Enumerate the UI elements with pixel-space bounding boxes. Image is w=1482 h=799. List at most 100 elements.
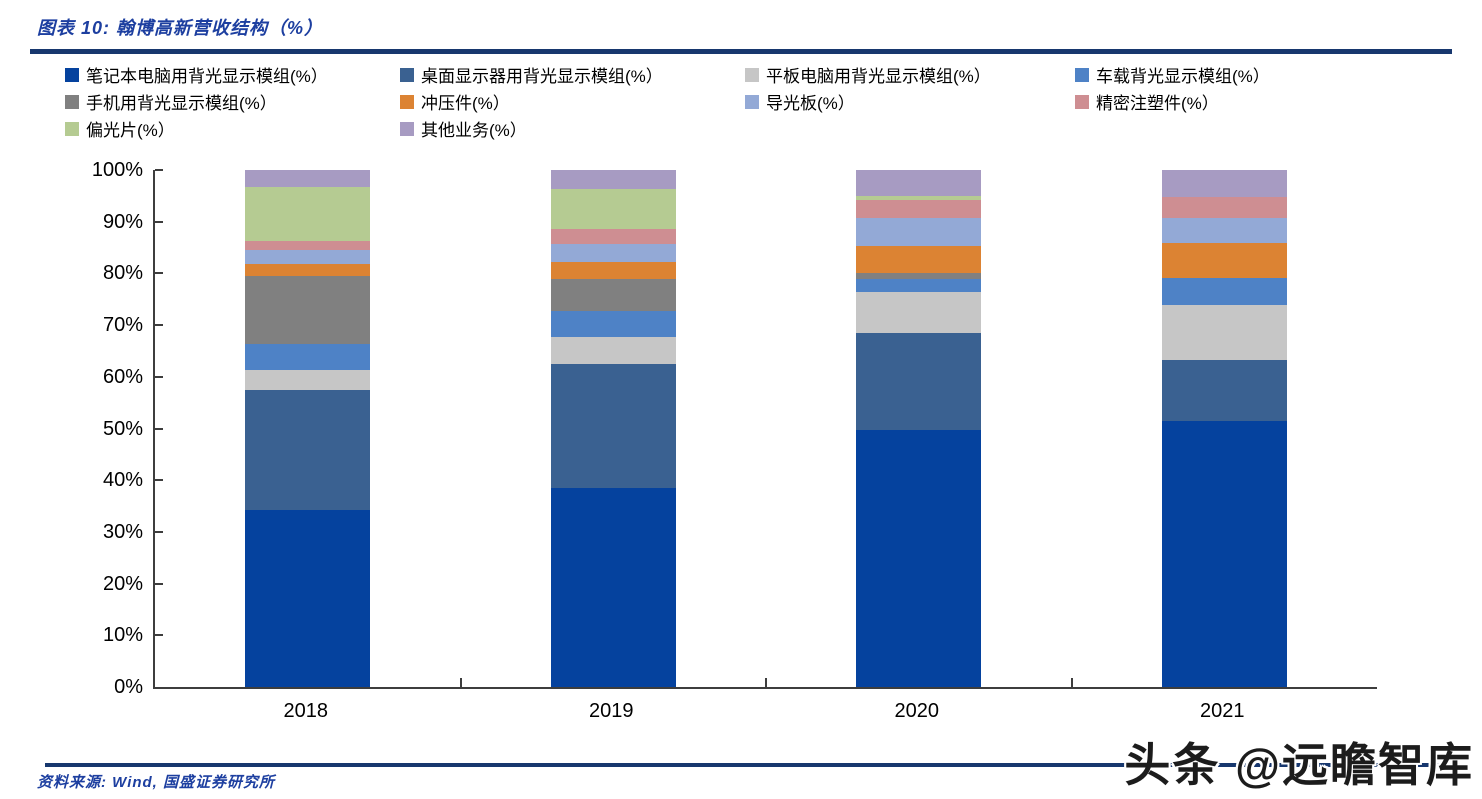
- bar-segment: [245, 240, 371, 251]
- legend-swatch-icon: [400, 67, 414, 82]
- bar-segment: [1161, 243, 1287, 278]
- x-axis-tick: [1070, 678, 1073, 687]
- bar-segment: [1161, 277, 1287, 305]
- bar-segment: [245, 369, 371, 391]
- source-note: 资料来源: Wind, 国盛证券研究所: [37, 774, 276, 791]
- footer-divider-rule: [45, 763, 1460, 767]
- legend-label: 笔记本电脑用背光显示模组(%）: [86, 67, 328, 86]
- bar-segment: [550, 336, 676, 365]
- stacked-bar-2018: [245, 170, 371, 687]
- legend-swatch-icon: [745, 94, 759, 109]
- bar-segment: [1161, 304, 1287, 360]
- bar-segment: [550, 189, 676, 230]
- bar-segment: [1161, 359, 1287, 422]
- bar-segment: [245, 275, 371, 344]
- legend-swatch-icon: [1075, 67, 1089, 82]
- legend-item: 平板电脑用背光显示模组(%）: [745, 62, 1075, 87]
- chart-legend: 笔记本电脑用背光显示模组(%） 桌面显示器用背光显示模组(%） 平板电脑用背光显示模…: [65, 61, 1465, 142]
- y-tick-label: 40%: [102, 469, 143, 492]
- legend-swatch-icon: [745, 67, 759, 82]
- bar-segment: [856, 217, 982, 247]
- bar-segment: [245, 343, 371, 370]
- y-tick-label: 50%: [102, 417, 143, 440]
- bar-segment: [550, 279, 676, 311]
- y-axis-tick: [155, 324, 163, 327]
- y-tick-label: 30%: [102, 520, 143, 543]
- y-tick-label: 0%: [114, 676, 143, 698]
- plot-area: [153, 169, 1377, 689]
- x-tick-label: 2020: [894, 700, 940, 722]
- legend-label: 车载背光显示模组(%）: [1096, 67, 1270, 86]
- legend-item: 导光板(%）: [745, 89, 1075, 114]
- legend-item: 偏光片(%）: [65, 116, 400, 141]
- legend-label: 桌面显示器用背光显示模组(%）: [421, 67, 663, 86]
- y-tick-label: 70%: [102, 314, 143, 337]
- bar-segment: [245, 390, 371, 511]
- bar-segment: [856, 200, 982, 218]
- bar-segment: [245, 510, 371, 687]
- legend-item: 车载背光显示模组(%）: [1075, 62, 1465, 87]
- watermark: 头条 @远瞻智库: [1124, 739, 1474, 791]
- bar-segment: [856, 291, 982, 334]
- stacked-bar-2021: [1161, 170, 1287, 687]
- legend-label: 平板电脑用背光显示模组(%）: [766, 67, 991, 86]
- stacked-bar-2019: [550, 170, 676, 687]
- stacked-bar-2020: [856, 170, 982, 687]
- y-axis-tick: [155, 479, 163, 482]
- bar-segment: [550, 170, 676, 190]
- y-tick-label: 80%: [102, 262, 143, 285]
- legend-label: 导光板(%）: [766, 94, 855, 113]
- legend-swatch-icon: [65, 67, 79, 82]
- bar-segment: [550, 229, 676, 244]
- y-axis-tick: [155, 582, 163, 585]
- bar-segment: [1161, 170, 1287, 198]
- bar-segment: [550, 488, 676, 687]
- bar-segment: [245, 187, 371, 241]
- legend-swatch-icon: [65, 94, 79, 109]
- bar-segment: [245, 250, 371, 264]
- bar-segment: [856, 246, 982, 274]
- y-tick-label: 100%: [91, 159, 143, 181]
- y-axis-tick: [155, 169, 163, 171]
- legend-swatch-icon: [65, 121, 79, 136]
- legend-swatch-icon: [400, 121, 414, 136]
- y-axis-tick: [155, 634, 163, 637]
- x-axis-tick: [765, 678, 767, 687]
- x-tick-label: 2018: [283, 700, 329, 722]
- y-axis-tick: [155, 220, 163, 223]
- legend-item: 笔记本电脑用背光显示模组(%）: [65, 62, 400, 87]
- x-tick-label: 2021: [1200, 700, 1245, 722]
- legend-item: 手机用背光显示模组(%）: [65, 89, 400, 114]
- bar-segment: [1161, 421, 1287, 687]
- bar-segment: [856, 195, 982, 201]
- bar-segment: [856, 170, 982, 196]
- legend-label: 其他业务(%）: [421, 121, 527, 140]
- title-divider-rule: [30, 49, 1452, 54]
- y-tick-label: 90%: [102, 210, 143, 233]
- bar-segment: [856, 429, 982, 687]
- legend-swatch-icon: [400, 94, 414, 109]
- legend-item: 冲压件(%）: [400, 89, 745, 114]
- bar-segment: [550, 261, 676, 280]
- bar-segment: [856, 273, 982, 279]
- y-tick-label: 60%: [102, 365, 143, 388]
- y-axis-tick: [155, 375, 163, 378]
- bar-segment: [245, 170, 371, 188]
- y-tick-label: 20%: [102, 572, 143, 595]
- y-axis-tick: [155, 272, 163, 275]
- x-tick-label: 2019: [589, 700, 634, 722]
- y-tick-label: 10%: [102, 624, 143, 647]
- bar-segment: [550, 310, 676, 337]
- bar-segment: [550, 364, 676, 489]
- legend-swatch-icon: [1075, 94, 1089, 109]
- legend-label: 手机用背光显示模组(%）: [86, 94, 277, 113]
- legend-item: 其他业务(%）: [400, 116, 745, 141]
- y-axis-tick: [155, 530, 163, 533]
- figure-title: 图表 10: 翰博高新营收结构（%）: [37, 18, 324, 38]
- legend-label: 冲压件(%）: [421, 94, 510, 113]
- y-axis-tick: [155, 427, 163, 430]
- x-axis-tick: [459, 678, 462, 687]
- legend-label: 偏光片(%）: [86, 121, 175, 140]
- bar-segment: [245, 263, 371, 276]
